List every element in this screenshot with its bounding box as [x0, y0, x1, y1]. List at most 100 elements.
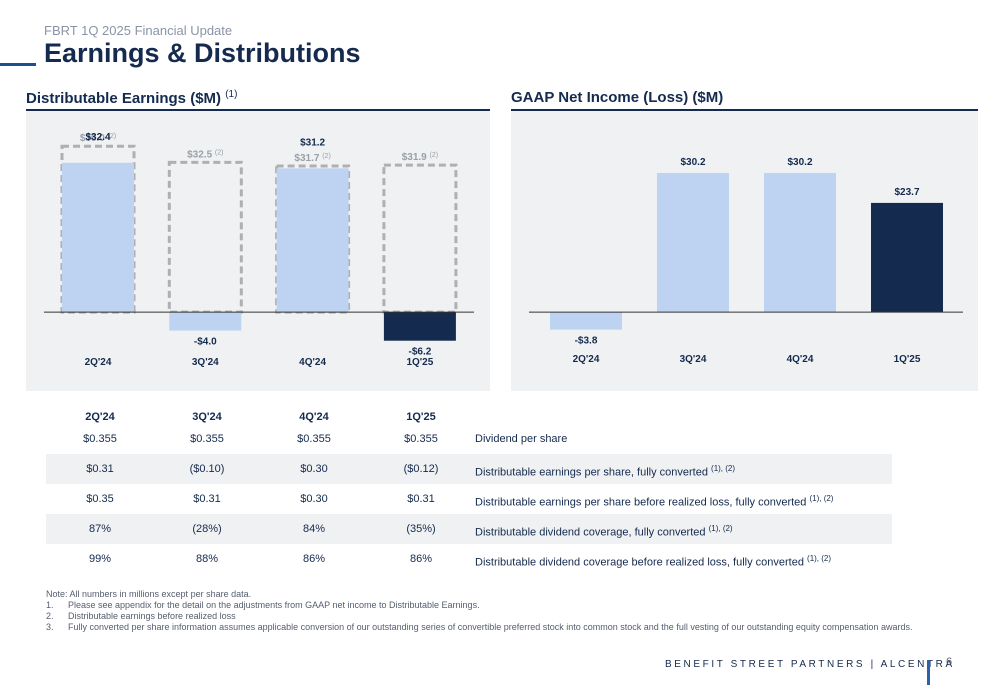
outline-bar-note-2: (2): [322, 153, 331, 160]
category-label-3: 1Q'25: [406, 357, 433, 368]
bar-2: [276, 168, 349, 313]
row-label-text: Distributable dividend coverage, fully c…: [475, 526, 706, 539]
footer-brand: BENEFIT STREET PARTNERS | ALCENTRA: [665, 659, 955, 670]
category-label-2: 4Q'24: [299, 357, 326, 368]
footnote-text: Fully converted per share information as…: [68, 622, 913, 632]
table-row-distributable-eps-before-loss: $0.35 $0.31 $0.30 $0.31 Distributable ea…: [46, 484, 892, 514]
footnote-number: 2.: [46, 611, 54, 621]
row-label-text: Distributable earnings per share, fully …: [475, 466, 708, 479]
outline-bar-note-1: (2): [215, 149, 224, 156]
category-label-0: 2Q'24: [85, 357, 112, 368]
distributable-earnings-chart-panel: $36.0 (2) $32.5 (2) $31.7 (2) $31.9 (2) $32.…: [26, 111, 490, 391]
bar-3: [871, 202, 943, 313]
footnote-text: Distributable earnings before realized l…: [68, 611, 236, 621]
table-header-4q24: 4Q'24: [299, 411, 329, 423]
table-cell: 88%: [195, 553, 219, 565]
value-label-2: $31.2: [300, 137, 325, 148]
table-cell: (35%): [406, 523, 436, 535]
table-cell: $0.31: [86, 463, 114, 475]
table-cell: ($0.10): [189, 463, 225, 475]
value-label-3: $23.7: [894, 187, 919, 198]
bar-0: [62, 162, 134, 313]
table-row-distributable-eps: $0.31 ($0.10) $0.30 ($0.12) Distributabl…: [46, 454, 892, 484]
category-label-0: 2Q'24: [573, 354, 600, 365]
row-note-ref: (1), (2): [809, 494, 834, 503]
gaap-net-income-title: GAAP Net Income (Loss) ($M): [511, 89, 724, 106]
table-cell: $0.30: [300, 493, 328, 505]
bar-2: [764, 172, 836, 313]
outline-bar-note-3: (2): [430, 152, 439, 159]
gaap-net-income-chart-panel: -$3.8 $30.2 $30.2 $23.7 2Q'24 3Q'24 4Q'24 1Q'25: [511, 111, 978, 391]
outline-bar-label-2: $31.7 (2): [294, 153, 330, 164]
row-note-ref: (1), (2): [807, 554, 832, 563]
value-label-1: -$4.0: [194, 337, 217, 348]
page-subtitle: FBRT 1Q 2025 Financial Update: [44, 23, 233, 38]
bar-0: [550, 312, 622, 330]
value-label-2: $30.2: [787, 157, 812, 168]
row-label-text: Dividend per share: [475, 433, 568, 445]
table-cell: $0.30: [300, 463, 328, 475]
table-row-dividend: $0.355 $0.355 $0.355 $0.355 Dividend per…: [46, 424, 892, 454]
table-row-dividend-coverage-before-loss: 99% 88% 86% 86% Distributable dividend c…: [46, 544, 892, 574]
outline-bar-3: [382, 163, 458, 314]
table-cell: $0.355: [190, 433, 224, 445]
table-row-dividend-coverage: 87% (28%) 84% (35%) Distributable divide…: [46, 514, 892, 544]
category-label-2: 4Q'24: [787, 354, 814, 365]
footnote-intro: Note: All numbers in millions except per…: [46, 589, 252, 599]
table-cell: $0.355: [83, 433, 117, 445]
footnote-number: 1.: [46, 600, 54, 610]
outline-bar-1: [167, 160, 243, 314]
bar-1: [657, 172, 729, 313]
distributable-earnings-chart: $36.0 (2) $32.5 (2) $31.7 (2) $31.9 (2) $32.…: [44, 132, 474, 368]
row-note-ref: (1), (2): [708, 524, 733, 533]
footnote-item: 3. Fully converted per share information…: [46, 622, 946, 633]
bar-3: [383, 312, 456, 341]
table-cell: 84%: [302, 523, 326, 535]
footnotes: Note: All numbers in millions except per…: [46, 589, 946, 633]
table-cell: 86%: [302, 553, 326, 565]
table-header-2q24: 2Q'24: [85, 411, 115, 423]
table-cell: $0.355: [297, 433, 331, 445]
table-header-1q25: 1Q'25: [406, 411, 436, 423]
category-label-1: 3Q'24: [192, 357, 219, 368]
row-label: Distributable earnings per share, fully …: [475, 454, 735, 484]
footnote-item: 2. Distributable earnings before realize…: [46, 611, 946, 622]
row-label: Distributable dividend coverage before r…: [475, 544, 831, 574]
gaap-net-income-chart: -$3.8 $30.2 $30.2 $23.7 2Q'24 3Q'24 4Q'24 1Q'25: [529, 157, 963, 365]
outline-bar-label-3: $31.9 (2): [402, 152, 438, 163]
header-accent-line: [0, 63, 36, 66]
page-title: Earnings & Distributions: [44, 38, 361, 68]
distributable-earnings-title-text: Distributable Earnings ($M): [26, 90, 222, 107]
row-label: Dividend per share: [475, 424, 567, 454]
table-header-3q24: 3Q'24: [192, 411, 222, 423]
table-cell: $0.355: [404, 433, 438, 445]
footer-accent-bar: [927, 660, 930, 685]
table-cell: 87%: [88, 523, 112, 535]
row-label-text: Distributable earnings per share before …: [475, 496, 807, 509]
row-label: Distributable earnings per share before …: [475, 484, 833, 514]
value-label-3: -$6.2: [409, 347, 432, 358]
category-label-3: 1Q'25: [894, 354, 921, 365]
outline-bar-label-0: $36.0 (2): [80, 133, 116, 144]
table-cell: $0.35: [86, 493, 114, 505]
value-label-0: $32.4: [85, 132, 110, 143]
footnote-item: 1. Please see appendix for the detail on…: [46, 600, 946, 611]
distributable-earnings-note-ref: (1): [225, 89, 238, 100]
bar-1: [169, 312, 242, 331]
footnote-number: 3.: [46, 622, 54, 632]
footnote-text: Please see appendix for the detail on th…: [68, 600, 480, 610]
table-cell: ($0.12): [403, 463, 439, 475]
row-note-ref: (1), (2): [711, 464, 736, 473]
table-cell: 86%: [409, 553, 433, 565]
page-number: 6: [946, 656, 953, 668]
value-label-0: -$3.8: [575, 336, 598, 347]
row-label-text: Distributable dividend coverage before r…: [475, 556, 804, 569]
table-cell: (28%): [192, 523, 222, 535]
table-cell: $0.31: [407, 493, 435, 505]
outline-bar-note-0: (2): [108, 133, 117, 140]
distributable-earnings-title: Distributable Earnings ($M) (1): [26, 89, 237, 107]
left-section-rule: [26, 109, 490, 111]
table-cell: $0.31: [193, 493, 221, 505]
category-label-1: 3Q'24: [680, 354, 707, 365]
table-cell: 99%: [88, 553, 112, 565]
